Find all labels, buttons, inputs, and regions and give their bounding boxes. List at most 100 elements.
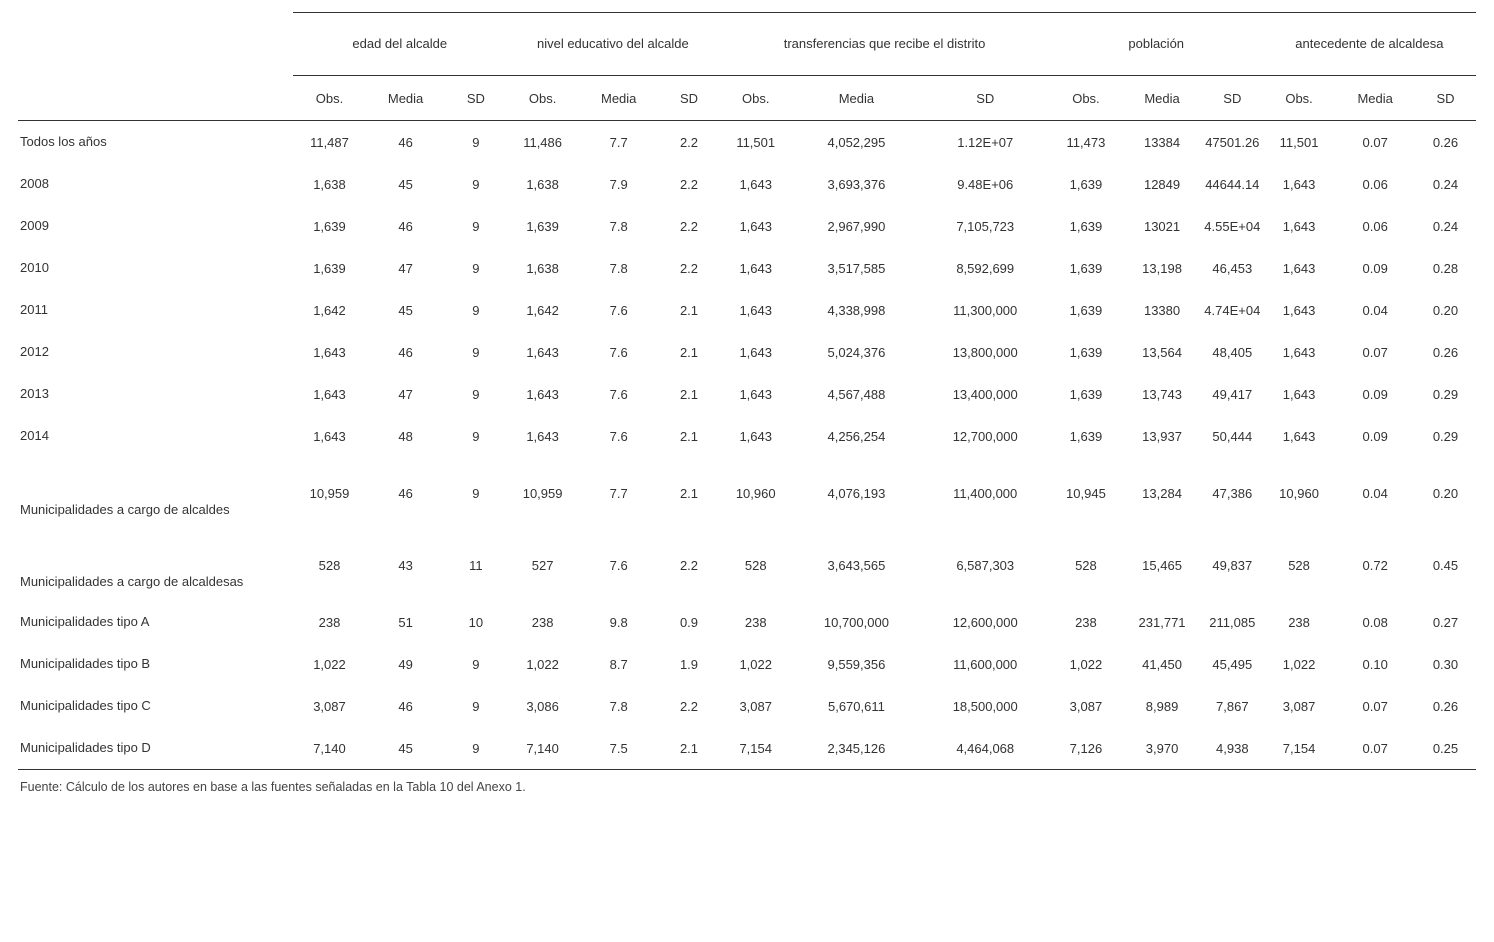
table-cell: 4,076,193 [792, 457, 921, 529]
table-cell: 47,386 [1202, 457, 1263, 529]
table-row: 20121,6434691,6437.62.11,6435,024,37613,… [18, 331, 1476, 373]
table-cell: 0.06 [1335, 163, 1415, 205]
table-cell: 0.04 [1335, 457, 1415, 529]
row-label: 2009 [18, 205, 293, 247]
table-row: 20131,6434791,6437.62.11,6434,567,48813,… [18, 373, 1476, 415]
table-cell: 0.07 [1335, 727, 1415, 770]
sub-header: SD [445, 76, 506, 121]
table-cell: 7.8 [579, 685, 659, 727]
table-cell: 1,643 [1263, 373, 1336, 415]
table-cell: 7.6 [579, 289, 659, 331]
table-cell: 12,700,000 [921, 415, 1050, 457]
table-cell: 48,405 [1202, 331, 1263, 373]
table-cell: 8,592,699 [921, 247, 1050, 289]
table-cell: 1,639 [1050, 415, 1123, 457]
table-cell: 9 [445, 247, 506, 289]
table-cell: 3,643,565 [792, 529, 921, 601]
table-cell: 1,638 [506, 247, 579, 289]
table-cell: 1,638 [293, 163, 366, 205]
table-cell: 0.07 [1335, 121, 1415, 164]
table-cell: 0.09 [1335, 415, 1415, 457]
table-cell: 2.1 [659, 289, 720, 331]
table-cell: 1,643 [1263, 163, 1336, 205]
table-cell: 9.48E+06 [921, 163, 1050, 205]
table-cell: 41,450 [1122, 643, 1202, 685]
table-cell: 1,643 [1263, 415, 1336, 457]
table-cell: 47 [366, 373, 446, 415]
table-cell: 1,643 [293, 331, 366, 373]
table-row: 20081,6384591,6387.92.21,6433,693,3769.4… [18, 163, 1476, 205]
table-cell: 5,670,611 [792, 685, 921, 727]
table-cell: 10,945 [1050, 457, 1123, 529]
table-cell: 45 [366, 727, 446, 770]
table-cell: 2.2 [659, 163, 720, 205]
table-cell: 1,643 [719, 331, 792, 373]
group-header: transferencias que recibe el distrito [719, 13, 1049, 76]
table-cell: 7,867 [1202, 685, 1263, 727]
table-footnote: Fuente: Cálculo de los autores en base a… [18, 780, 1476, 794]
table-cell: 12,600,000 [921, 601, 1050, 643]
table-cell: 4.74E+04 [1202, 289, 1263, 331]
table-cell: 13,800,000 [921, 331, 1050, 373]
table-cell: 11,300,000 [921, 289, 1050, 331]
sub-header: Obs. [1263, 76, 1336, 121]
table-cell: 4,938 [1202, 727, 1263, 770]
table-cell: 1,643 [293, 373, 366, 415]
table-cell: 1,643 [719, 205, 792, 247]
group-header: nivel educativo del alcalde [506, 13, 719, 76]
table-cell: 46 [366, 331, 446, 373]
table-row: Todos los años11,48746911,4867.72.211,50… [18, 121, 1476, 164]
row-label: Todos los años [18, 121, 293, 164]
table-cell: 7.6 [579, 529, 659, 601]
table-cell: 3,517,585 [792, 247, 921, 289]
header-blank [18, 13, 293, 76]
sub-header: Obs. [1050, 76, 1123, 121]
table-cell: 1,643 [293, 415, 366, 457]
table-cell: 45 [366, 163, 446, 205]
table-cell: 7.7 [579, 457, 659, 529]
table-cell: 528 [719, 529, 792, 601]
table-cell: 0.26 [1415, 685, 1476, 727]
table-cell: 13,937 [1122, 415, 1202, 457]
table-cell: 47 [366, 247, 446, 289]
header-blank [18, 76, 293, 121]
table-cell: 7,105,723 [921, 205, 1050, 247]
table-cell: 1,643 [506, 415, 579, 457]
table-cell: 2.1 [659, 373, 720, 415]
table-cell: 9 [445, 289, 506, 331]
sub-header: Media [366, 76, 446, 121]
table-cell: 9 [445, 643, 506, 685]
table-cell: 1,643 [719, 415, 792, 457]
table-cell: 7,126 [1050, 727, 1123, 770]
table-cell: 3,087 [293, 685, 366, 727]
sub-header: SD [1202, 76, 1263, 121]
table-cell: 7.8 [579, 247, 659, 289]
group-header: edad del alcalde [293, 13, 506, 76]
table-cell: 4.55E+04 [1202, 205, 1263, 247]
table-cell: 9 [445, 457, 506, 529]
table-cell: 3,970 [1122, 727, 1202, 770]
table-cell: 2.2 [659, 121, 720, 164]
table-cell: 45,495 [1202, 643, 1263, 685]
table-cell: 50,444 [1202, 415, 1263, 457]
table-cell: 1,639 [293, 247, 366, 289]
table-cell: 238 [1263, 601, 1336, 643]
row-label: Municipalidades tipo D [18, 727, 293, 770]
table-cell: 11,600,000 [921, 643, 1050, 685]
table-row: Municipalidades tipo A23851102389.80.923… [18, 601, 1476, 643]
table-cell: 3,087 [1263, 685, 1336, 727]
table-cell: 1,022 [1050, 643, 1123, 685]
table-cell: 13,743 [1122, 373, 1202, 415]
group-header: antecedente de alcaldesa [1263, 13, 1476, 76]
table-cell: 7.5 [579, 727, 659, 770]
table-cell: 7.6 [579, 331, 659, 373]
sub-header: Media [1335, 76, 1415, 121]
table-cell: 4,338,998 [792, 289, 921, 331]
table-cell: 238 [293, 601, 366, 643]
table-cell: 10,959 [506, 457, 579, 529]
row-label: 2008 [18, 163, 293, 205]
table-cell: 1,639 [1050, 289, 1123, 331]
table-cell: 4,567,488 [792, 373, 921, 415]
table-cell: 0.29 [1415, 373, 1476, 415]
table-cell: 0.24 [1415, 205, 1476, 247]
